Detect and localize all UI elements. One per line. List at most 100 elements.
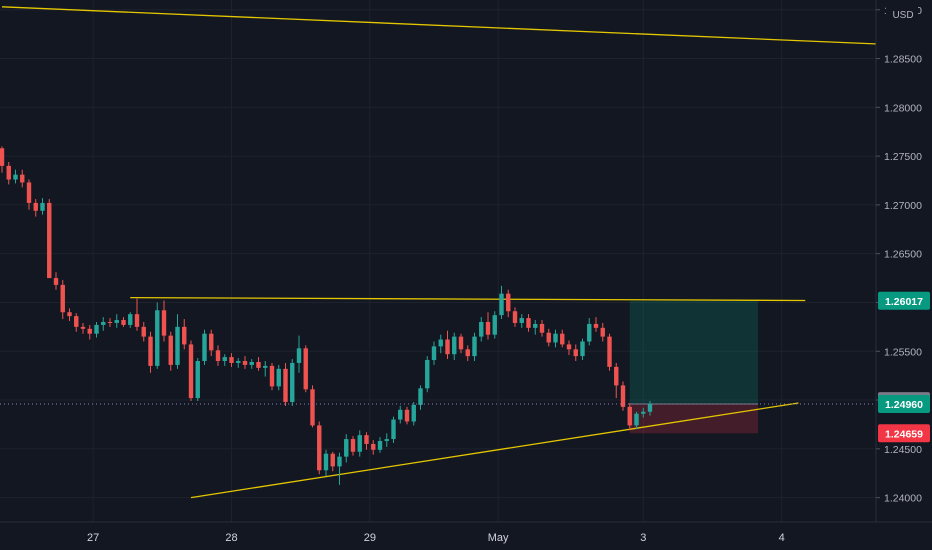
candle[interactable] <box>560 329 565 348</box>
candle[interactable] <box>128 312 133 328</box>
candle[interactable] <box>539 320 545 337</box>
candle[interactable] <box>188 340 194 402</box>
candle[interactable] <box>546 328 551 347</box>
candle[interactable] <box>6 161 11 185</box>
candle[interactable] <box>290 359 295 406</box>
candle[interactable] <box>499 285 504 320</box>
candle[interactable] <box>121 317 126 327</box>
candle[interactable] <box>431 341 437 365</box>
candle[interactable] <box>269 362 275 391</box>
candle[interactable] <box>566 340 572 356</box>
candle[interactable] <box>512 307 518 327</box>
candle[interactable] <box>148 331 153 373</box>
candle[interactable] <box>371 440 376 455</box>
trendline-ascending-support[interactable] <box>190 402 799 499</box>
currency-label[interactable]: USD <box>892 10 913 21</box>
candle[interactable] <box>256 357 261 371</box>
candle[interactable] <box>215 345 221 366</box>
candle[interactable] <box>47 199 52 279</box>
candle[interactable] <box>330 451 335 472</box>
candle[interactable] <box>634 411 639 430</box>
candle[interactable] <box>485 312 491 340</box>
candle[interactable] <box>222 354 227 366</box>
candle[interactable] <box>573 344 578 362</box>
candle[interactable] <box>296 335 302 373</box>
candle[interactable] <box>506 289 511 318</box>
candle[interactable] <box>87 324 92 340</box>
candle[interactable] <box>627 402 632 431</box>
candle[interactable] <box>357 430 362 457</box>
candle[interactable] <box>303 345 308 393</box>
candle[interactable] <box>533 320 538 335</box>
trendline-horizontal-resistance[interactable] <box>130 296 806 302</box>
candle[interactable] <box>425 356 430 393</box>
candle[interactable] <box>161 300 167 342</box>
candle[interactable] <box>398 405 403 424</box>
candle[interactable] <box>182 319 187 350</box>
candle[interactable] <box>404 406 410 425</box>
candle[interactable] <box>526 314 531 332</box>
candle[interactable] <box>20 169 25 188</box>
candle[interactable] <box>141 321 146 342</box>
price-axis-panel[interactable] <box>876 0 932 550</box>
candle[interactable] <box>472 332 477 362</box>
candle[interactable] <box>40 198 45 215</box>
candle[interactable] <box>114 314 119 328</box>
candle[interactable] <box>236 358 241 368</box>
candle[interactable] <box>418 385 423 410</box>
candle[interactable] <box>80 322 86 334</box>
candle[interactable] <box>242 356 248 369</box>
candle[interactable] <box>350 436 356 456</box>
candle[interactable] <box>519 314 524 328</box>
profit-zone[interactable] <box>629 300 758 404</box>
trendlines[interactable] <box>1 6 932 499</box>
candle[interactable] <box>134 298 140 331</box>
candle[interactable] <box>445 330 450 360</box>
candle[interactable] <box>620 381 626 411</box>
candle[interactable] <box>209 329 214 357</box>
candle[interactable] <box>13 169 18 184</box>
candle[interactable] <box>53 272 59 290</box>
candle[interactable] <box>60 280 65 320</box>
candle[interactable] <box>614 362 619 399</box>
candle[interactable] <box>107 318 113 327</box>
time-axis-panel[interactable] <box>0 522 932 550</box>
candle[interactable] <box>411 401 416 426</box>
candle[interactable] <box>607 333 612 371</box>
candle[interactable] <box>101 317 106 331</box>
candle[interactable] <box>0 146 5 173</box>
candle[interactable] <box>458 333 464 354</box>
candle[interactable] <box>263 361 268 377</box>
candle[interactable] <box>553 329 558 348</box>
candle[interactable] <box>33 199 38 217</box>
candle[interactable] <box>344 434 349 463</box>
candle[interactable] <box>593 317 599 332</box>
candle[interactable] <box>452 332 457 361</box>
candle[interactable] <box>384 433 389 447</box>
candle[interactable] <box>310 385 315 428</box>
candle[interactable] <box>229 353 234 367</box>
candle[interactable] <box>67 308 72 322</box>
candle[interactable] <box>249 359 254 369</box>
candle[interactable] <box>276 364 281 391</box>
candle[interactable] <box>647 401 653 416</box>
candle[interactable] <box>479 317 484 342</box>
candle[interactable] <box>155 302 160 369</box>
candle[interactable] <box>195 358 200 402</box>
candle[interactable] <box>168 331 173 371</box>
candles[interactable] <box>0 146 653 485</box>
long-position-tool[interactable] <box>629 300 758 434</box>
candle[interactable] <box>317 421 322 475</box>
candle[interactable] <box>323 449 329 477</box>
candle[interactable] <box>438 334 443 354</box>
candle[interactable] <box>283 362 288 406</box>
candle[interactable] <box>465 345 470 362</box>
trendline-upper-resistance[interactable] <box>1 6 932 48</box>
candle[interactable] <box>641 407 646 418</box>
candle[interactable] <box>337 452 342 485</box>
candle[interactable] <box>26 179 32 210</box>
candle[interactable] <box>377 437 383 453</box>
candle[interactable] <box>364 432 369 450</box>
